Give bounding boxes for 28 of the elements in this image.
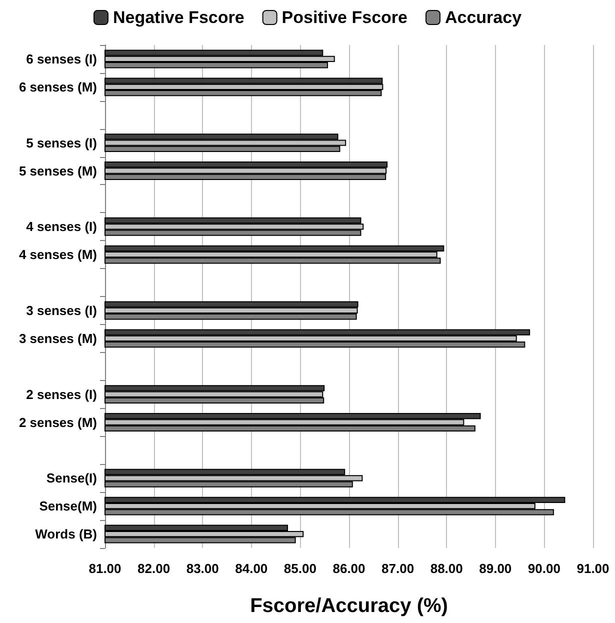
legend-label: Positive Fscore [282,8,408,27]
x-tick-label: 86.00 [332,561,366,576]
y-tick-label: Sense(I) [46,470,97,486]
x-tick-label: 84.00 [235,561,268,576]
y-tick-label: 4 senses (I) [26,219,97,234]
x-tick-label: 88.00 [430,561,463,576]
x-tick-label: 83.00 [186,561,219,576]
x-tick-label: 85.00 [284,561,316,576]
legend-label: Negative Fscore [112,8,244,27]
y-tick-label: 2 senses (I) [26,386,97,402]
x-tick-label: 90.00 [528,561,560,576]
y-tick-label: 6 senses (I) [26,51,97,66]
y-tick-label: 5 senses (M) [18,163,97,178]
y-tick-label: Sense(M) [39,498,97,514]
y-tick-label: Words (B) [35,526,97,542]
y-tick-label: 5 senses (I) [26,135,97,150]
legend-label: Accuracy [444,8,522,27]
y-tick-label: 2 senses (M) [18,414,97,430]
y-tick-label: 3 senses (I) [26,302,97,318]
y-tick-label: 3 senses (M) [18,330,97,346]
x-tick-label: 82.00 [138,561,170,576]
x-tick-label: 89.00 [479,561,512,576]
y-tick-label: 4 senses (M) [18,247,97,262]
x-tick-label: 81.00 [88,561,122,576]
x-tick-label: 87.00 [382,561,414,576]
x-axis-title: Fscore/Accuracy (%) [250,595,448,617]
y-tick-label: 6 senses (M) [18,79,97,94]
x-tick-label: 91.00 [576,561,610,576]
